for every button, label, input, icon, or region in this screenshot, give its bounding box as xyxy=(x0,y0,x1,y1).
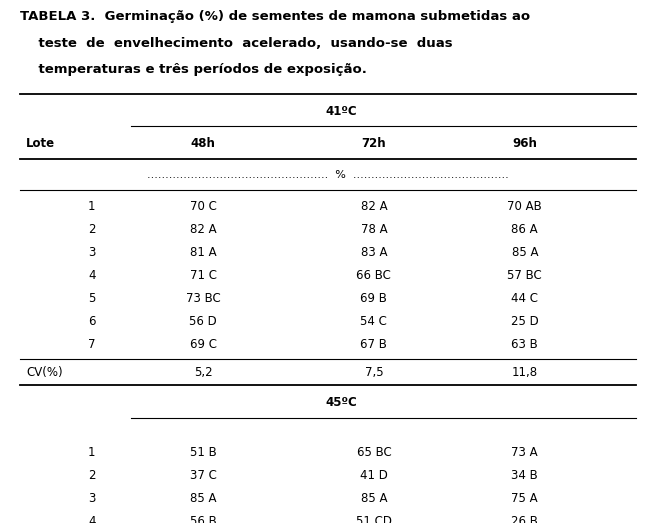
Text: 96h: 96h xyxy=(512,137,537,150)
Text: 67 B: 67 B xyxy=(361,338,387,351)
Text: 86 A: 86 A xyxy=(512,223,538,236)
Text: 37 C: 37 C xyxy=(190,469,216,482)
Text: 4: 4 xyxy=(88,515,96,523)
Text: 82 A: 82 A xyxy=(361,200,387,213)
Text: 51 CD: 51 CD xyxy=(356,515,392,523)
Text: 2: 2 xyxy=(88,469,96,482)
Text: 34 B: 34 B xyxy=(512,469,538,482)
Text: 41ºC: 41ºC xyxy=(325,105,357,118)
Text: 2: 2 xyxy=(88,223,96,236)
Text: 69 C: 69 C xyxy=(190,338,217,351)
Text: 41 D: 41 D xyxy=(360,469,388,482)
Text: 3: 3 xyxy=(88,492,96,505)
Text: 75 A: 75 A xyxy=(512,492,538,505)
Text: 5,2: 5,2 xyxy=(194,366,213,379)
Text: 44 C: 44 C xyxy=(511,292,539,305)
Text: 70 AB: 70 AB xyxy=(508,200,542,213)
Text: 7: 7 xyxy=(88,338,96,351)
Text: 82 A: 82 A xyxy=(190,223,216,236)
Text: 85 A: 85 A xyxy=(190,492,216,505)
Text: 78 A: 78 A xyxy=(361,223,387,236)
Text: 69 B: 69 B xyxy=(361,292,387,305)
Text: 81 A: 81 A xyxy=(190,246,216,259)
Text: 85 A: 85 A xyxy=(361,492,387,505)
Text: CV(%): CV(%) xyxy=(26,366,63,379)
Text: 57 BC: 57 BC xyxy=(508,269,542,282)
Text: 1: 1 xyxy=(88,200,96,213)
Text: 51 B: 51 B xyxy=(190,446,216,459)
Text: 83 A: 83 A xyxy=(361,246,387,259)
Text: 56 D: 56 D xyxy=(190,315,217,328)
Text: 4: 4 xyxy=(88,269,96,282)
Text: 85 A: 85 A xyxy=(512,246,538,259)
Text: 48h: 48h xyxy=(191,137,216,150)
Text: 66 BC: 66 BC xyxy=(356,269,392,282)
Text: 73 BC: 73 BC xyxy=(186,292,220,305)
Text: 65 BC: 65 BC xyxy=(357,446,391,459)
Text: 45ºC: 45ºC xyxy=(325,396,357,409)
Text: temperaturas e três períodos de exposição.: temperaturas e três períodos de exposiçã… xyxy=(20,63,367,76)
Text: 7,5: 7,5 xyxy=(365,366,383,379)
Text: Lote: Lote xyxy=(26,137,55,150)
Text: ..................................................  %  .........................: ........................................… xyxy=(147,170,509,180)
Text: 3: 3 xyxy=(88,246,96,259)
Text: 26 B: 26 B xyxy=(512,515,538,523)
Text: TABELA 3.  Germinação (%) de sementes de mamona submetidas ao: TABELA 3. Germinação (%) de sementes de … xyxy=(20,10,530,24)
Text: 56 B: 56 B xyxy=(190,515,216,523)
Text: 71 C: 71 C xyxy=(190,269,217,282)
Text: 5: 5 xyxy=(88,292,96,305)
Text: 11,8: 11,8 xyxy=(512,366,538,379)
Text: 72h: 72h xyxy=(361,137,386,150)
Text: 63 B: 63 B xyxy=(512,338,538,351)
Text: 70 C: 70 C xyxy=(190,200,216,213)
Text: 73 A: 73 A xyxy=(512,446,538,459)
Text: teste  de  envelhecimento  acelerado,  usando-se  duas: teste de envelhecimento acelerado, usand… xyxy=(20,37,452,50)
Text: 6: 6 xyxy=(88,315,96,328)
Text: 25 D: 25 D xyxy=(511,315,539,328)
Text: 54 C: 54 C xyxy=(361,315,387,328)
Text: 1: 1 xyxy=(88,446,96,459)
